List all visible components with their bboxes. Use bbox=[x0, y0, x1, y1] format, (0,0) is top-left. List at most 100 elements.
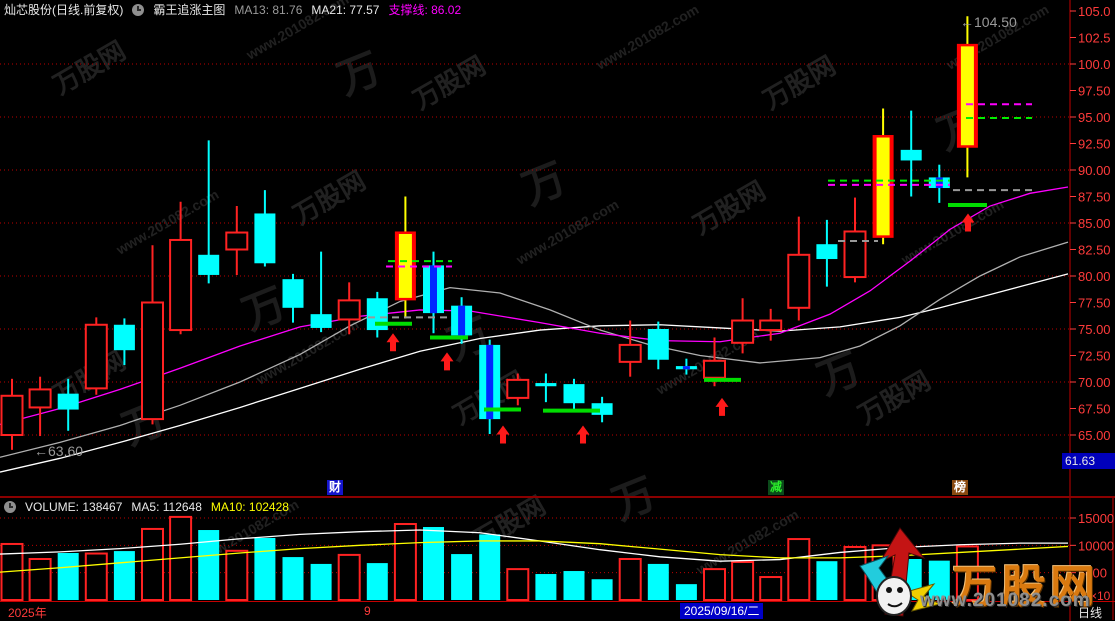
volume-bar[interactable] bbox=[703, 568, 726, 602]
candle-4[interactable] bbox=[84, 317, 108, 395]
volume-bar[interactable] bbox=[535, 574, 557, 600]
candle-9[interactable] bbox=[225, 206, 249, 275]
volume-bar[interactable] bbox=[759, 576, 783, 601]
candle-23[interactable] bbox=[618, 320, 642, 377]
candle-35[interactable] bbox=[956, 16, 978, 178]
candle-25[interactable] bbox=[675, 358, 697, 375]
volume-bar[interactable] bbox=[451, 554, 473, 600]
price-axis-label: 87.50 bbox=[1078, 190, 1111, 205]
candle-6[interactable] bbox=[141, 245, 164, 425]
candle-29[interactable] bbox=[787, 216, 811, 321]
price-marker-label: ←63.60 bbox=[34, 443, 83, 459]
volume-bar[interactable] bbox=[647, 563, 669, 600]
logo-brand-text: 万股网 bbox=[952, 561, 1100, 612]
candle-28[interactable] bbox=[759, 308, 783, 341]
candle-34[interactable] bbox=[928, 164, 950, 203]
volume-bar[interactable] bbox=[675, 584, 697, 600]
watermark-text: www.201082.com bbox=[513, 196, 622, 268]
candle-24[interactable] bbox=[647, 321, 669, 370]
volume-bar[interactable] bbox=[282, 557, 304, 600]
candle-20[interactable] bbox=[535, 373, 557, 403]
candle-10[interactable] bbox=[254, 190, 276, 267]
candle-21[interactable] bbox=[563, 378, 585, 410]
candle-18[interactable] bbox=[479, 339, 501, 434]
volume-bar[interactable] bbox=[84, 552, 108, 601]
price-axis-label: 67.50 bbox=[1078, 402, 1111, 417]
volume-bar[interactable] bbox=[198, 530, 220, 600]
pane-separator bbox=[0, 496, 1115, 498]
volume-bar[interactable] bbox=[57, 552, 79, 600]
indicator-clock-icon[interactable] bbox=[132, 3, 145, 16]
volume-bar[interactable] bbox=[254, 537, 276, 600]
candle-8[interactable] bbox=[198, 140, 220, 284]
title-bar: 灿芯股份(日线.前复权) 霸王追涨主图 MA13: 81.76 MA21: 77… bbox=[4, 1, 461, 18]
volume-bar[interactable] bbox=[393, 523, 417, 601]
event-tag-减[interactable]: 减 bbox=[768, 480, 785, 495]
candle-16[interactable] bbox=[423, 251, 444, 334]
ma13-value: MA13: 81.76 bbox=[234, 2, 303, 17]
candle-13[interactable] bbox=[337, 282, 361, 335]
event-tag-榜[interactable]: 榜 bbox=[952, 480, 969, 495]
volume-bar[interactable] bbox=[591, 579, 613, 600]
volume-clock-icon[interactable] bbox=[4, 501, 16, 513]
candle-14[interactable] bbox=[366, 291, 388, 338]
volume-bar[interactable] bbox=[337, 553, 361, 602]
price-axis-label: 77.50 bbox=[1078, 296, 1111, 311]
volume-bar[interactable] bbox=[113, 551, 135, 600]
axis-year-label: 2025年 bbox=[8, 606, 47, 620]
volume-bar[interactable] bbox=[225, 549, 249, 601]
candle-15[interactable] bbox=[394, 196, 416, 319]
watermark-text: 万股网 bbox=[288, 165, 371, 230]
price-axis-label: 75.00 bbox=[1078, 322, 1111, 337]
candle-1[interactable] bbox=[0, 378, 24, 450]
price-axis-label: 100.0 bbox=[1078, 57, 1111, 72]
watermark-stamp-icon: 万 bbox=[811, 344, 868, 403]
event-tag-财[interactable]: 财 bbox=[327, 480, 344, 495]
volume-bar[interactable] bbox=[310, 563, 332, 600]
candle-19[interactable] bbox=[506, 373, 530, 406]
buy-arrow-icon bbox=[440, 352, 454, 371]
volume-bar[interactable] bbox=[141, 527, 164, 602]
volume-bar[interactable] bbox=[618, 558, 642, 601]
volume-bar[interactable] bbox=[423, 527, 444, 600]
selected-date-box: 2025/09/16/二 bbox=[680, 603, 764, 619]
price-axis-label: 82.50 bbox=[1078, 243, 1111, 258]
candle-32[interactable] bbox=[872, 108, 894, 245]
indicator-name: 霸王追涨主图 bbox=[153, 3, 226, 17]
ma-line-支撑线 bbox=[0, 186, 1069, 426]
candle-31[interactable] bbox=[843, 197, 867, 283]
volume-bar[interactable] bbox=[955, 545, 979, 602]
volume-bars[interactable] bbox=[0, 515, 979, 602]
candle-3[interactable] bbox=[57, 378, 79, 431]
candle-5[interactable] bbox=[113, 318, 135, 366]
volume-bar[interactable] bbox=[506, 568, 530, 602]
candle-22[interactable] bbox=[591, 396, 613, 423]
candle-7[interactable] bbox=[169, 201, 193, 335]
price-axis-label: 102.5 bbox=[1078, 31, 1111, 46]
period-label[interactable]: 日线 bbox=[1078, 606, 1103, 620]
price-axis-label: 65.00 bbox=[1078, 428, 1111, 443]
candle-27[interactable] bbox=[731, 298, 755, 354]
volume-bar[interactable] bbox=[563, 571, 585, 600]
volume-bar[interactable] bbox=[787, 538, 811, 602]
volume-bar[interactable] bbox=[366, 563, 388, 600]
logo-arrows-icon bbox=[859, 527, 942, 617]
candle-30[interactable] bbox=[816, 219, 838, 287]
indicator-annotations: ←63.60 ←104.50 bbox=[34, 14, 1032, 459]
price-axis-label: 70.00 bbox=[1078, 375, 1111, 390]
candle-12[interactable] bbox=[310, 251, 332, 333]
volume-bar[interactable] bbox=[928, 560, 950, 600]
volume-bar[interactable] bbox=[816, 561, 838, 600]
candle-33[interactable] bbox=[900, 110, 922, 197]
ma21-value: MA21: 77.57 bbox=[311, 2, 380, 17]
volume-bar[interactable] bbox=[479, 534, 501, 600]
volume-bar[interactable] bbox=[731, 561, 755, 601]
watermark-text: 万股网 bbox=[48, 35, 131, 100]
volume-bar[interactable] bbox=[28, 558, 52, 601]
price-axis-label: 90.00 bbox=[1078, 163, 1111, 178]
support-line-value: 支撑线: 86.02 bbox=[388, 3, 462, 17]
price-axis-label: 95.00 bbox=[1078, 110, 1111, 125]
candle-11[interactable] bbox=[282, 273, 304, 323]
candle-2[interactable] bbox=[28, 376, 52, 437]
